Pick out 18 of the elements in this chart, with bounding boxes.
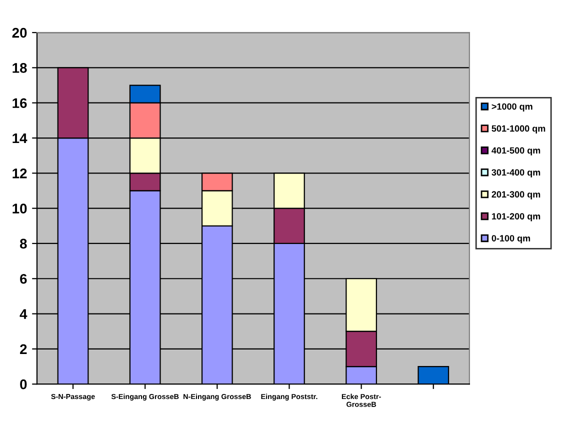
y-tick-label: 18 [12,63,27,73]
legend-label: 401-500 qm [492,147,540,156]
legend-label: 301-400 qm [492,169,540,178]
y-tick-label: 4 [20,309,28,319]
y-tick-label: 20 [12,28,27,38]
legend-label: >1000 qm [492,103,532,112]
y-tick-label: 12 [12,168,27,178]
y-tick-label: 2 [20,344,27,354]
y-tick-label: 8 [20,238,27,249]
legend-label: 501-1000 qm [492,125,546,134]
y-tick-label: 14 [12,133,28,144]
legend-label: 201-300 qm [492,191,540,200]
y-tick-label: 6 [20,274,27,284]
legend-label: 0-100 qm [492,235,530,244]
y-tick-label: 10 [12,204,27,214]
y-tick-label: 0 [20,379,27,390]
y-tick-label: 16 [12,98,27,108]
legend-label: 101-200 qm [492,213,540,222]
